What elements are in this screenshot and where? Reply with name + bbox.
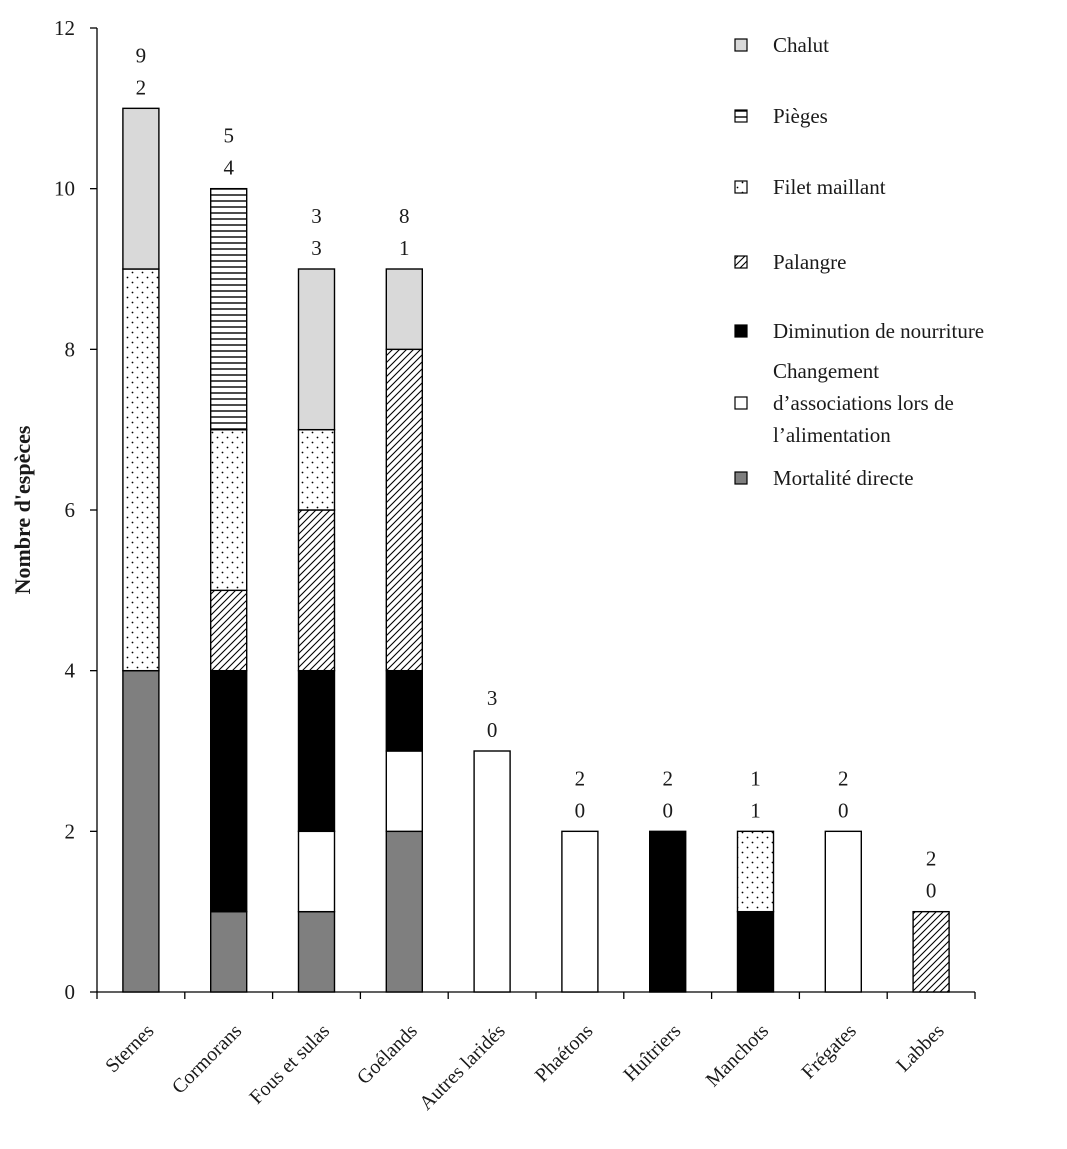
bar-segment-cormorans-diminution-de-nourriture	[209, 669, 248, 913]
annotation-top-autres-larides: 3	[487, 686, 498, 710]
bar-segment-goelands-palangre	[385, 348, 423, 672]
category-label-sternes: Sternes	[101, 1020, 158, 1077]
annotation-bottom-fous-et-sulas: 3	[311, 236, 322, 260]
category-label-autres-larides: Autres laridés	[415, 1020, 510, 1115]
bar-segment-fregates-changement-d-associations-lors-de-l-alimentation	[824, 830, 862, 993]
legend-swatch-pieges	[734, 109, 748, 123]
category-label-huitriers: Huîtriers	[619, 1020, 685, 1086]
legend-label-chalut: Chalut	[773, 33, 829, 57]
annotation-bottom-huitriers: 0	[662, 798, 673, 822]
y-tick-label: 8	[65, 337, 76, 361]
annotation-bottom-goelands: 1	[399, 236, 410, 260]
bar-segment-manchots-diminution-de-nourriture	[736, 910, 775, 993]
annotation-bottom-fregates: 0	[838, 798, 849, 822]
annotation-top-goelands: 8	[399, 204, 410, 228]
category-label-fous-et-sulas: Fous et sulas	[245, 1020, 334, 1109]
bar-segment-manchots-filet-maillant	[736, 830, 775, 913]
category-label-goelands: Goélands	[353, 1020, 422, 1089]
bar-segment-fous-et-sulas-chalut	[297, 268, 336, 431]
legend-swatch-filet-maillant	[734, 180, 748, 194]
bar-segment-cormorans-pieges	[209, 187, 248, 431]
bar-segment-sternes-filet-maillant	[122, 268, 160, 672]
bar-segment-goelands-changement-d-associations-lors-de-l-alimentation	[385, 750, 423, 833]
annotation-top-cormorans: 5	[223, 124, 234, 148]
annotation-bottom-phaetons: 0	[575, 798, 586, 822]
annotation-bottom-manchots: 1	[750, 798, 761, 822]
bar-segment-fous-et-sulas-diminution-de-nourriture	[297, 669, 336, 833]
annotation-bottom-autres-larides: 0	[487, 718, 498, 742]
annotation-top-manchots: 1	[750, 766, 761, 790]
legend-label-changement-d-associations-lors-de-l-alimentation: d’associations lors de	[773, 391, 954, 415]
legend-swatch-mortalite-directe	[734, 471, 748, 485]
legend-label-filet-maillant: Filet maillant	[773, 175, 886, 199]
bar-segment-cormorans-palangre	[209, 589, 248, 672]
category-label-manchots: Manchots	[702, 1020, 773, 1091]
legend-label-pieges: Pièges	[773, 104, 828, 128]
category-label-phaetons: Phaétons	[531, 1020, 598, 1087]
bar-segment-sternes-mortalite-directe	[122, 669, 160, 993]
bar-segment-cormorans-filet-maillant	[209, 428, 248, 592]
y-axis-label: Nombre d'espèces	[10, 425, 35, 594]
annotation-top-labbes: 2	[926, 847, 937, 871]
legend-swatch-diminution-de-nourriture	[734, 324, 748, 338]
bar-segment-cormorans-mortalite-directe	[209, 910, 248, 993]
legend: Chalut Pièges Filet maillant Palangre Diminu…	[734, 33, 984, 490]
bar-segment-autres-larides-changement-d-associations-lors-de-l-alimentation	[473, 750, 511, 993]
annotation-bottom-labbes: 0	[926, 879, 937, 903]
annotation-top-phaetons: 2	[575, 766, 586, 790]
y-tick-label: 12	[54, 16, 75, 40]
y-tick-label: 6	[65, 498, 76, 522]
annotation-bottom-sternes: 2	[136, 75, 147, 99]
category-label-fregates: Frégates	[797, 1020, 861, 1084]
bar-segment-fous-et-sulas-changement-d-associations-lors-de-l-alimentation	[297, 830, 336, 913]
bar-segment-goelands-chalut	[385, 268, 423, 351]
legend-label-mortalite-directe: Mortalité directe	[773, 466, 914, 490]
bar-annotations: 2 9 4 5 3 3 1 8 0 3 0 2 0 2 1 1 0 2 0 2	[136, 43, 937, 902]
y-tick-label: 10	[54, 177, 75, 201]
legend-label-diminution-de-nourriture: Diminution de nourriture	[773, 319, 984, 343]
annotation-bottom-cormorans: 4	[223, 156, 234, 180]
category-label-labbes: Labbes	[892, 1020, 949, 1077]
bar-segment-goelands-diminution-de-nourriture	[385, 669, 423, 752]
annotation-top-fregates: 2	[838, 766, 849, 790]
annotation-top-sternes: 9	[136, 43, 147, 67]
legend-label-changement-d-associations-lors-de-l-alimentation: Changement	[773, 359, 879, 383]
bar-segment-labbes-palangre	[912, 910, 950, 993]
legend-swatch-changement-d-associations-lors-de-l-alimentation	[734, 396, 748, 410]
annotation-top-fous-et-sulas: 3	[311, 204, 322, 228]
category-label-cormorans: Cormorans	[168, 1020, 247, 1099]
bar-segment-phaetons-changement-d-associations-lors-de-l-alimentation	[561, 830, 599, 993]
annotation-top-huitriers: 2	[662, 766, 673, 790]
bar-segment-fous-et-sulas-filet-maillant	[297, 428, 336, 511]
bars-layer	[122, 107, 950, 993]
y-tick-label: 0	[65, 980, 76, 1004]
bar-segment-fous-et-sulas-mortalite-directe	[297, 910, 336, 993]
legend-swatch-chalut	[734, 38, 748, 52]
legend-label-changement-d-associations-lors-de-l-alimentation: l’alimentation	[773, 423, 891, 447]
legend-swatch-palangre	[734, 255, 748, 269]
bar-segment-goelands-mortalite-directe	[385, 830, 423, 993]
category-labels: Sternes Cormorans Fous et sulas GoélandsAut…	[101, 1020, 949, 1115]
bar-segment-huitriers-diminution-de-nourriture	[649, 830, 687, 993]
legend-label-palangre: Palangre	[773, 250, 846, 274]
y-tick-label: 4	[65, 659, 76, 683]
y-tick-label: 2	[65, 819, 76, 843]
bar-segment-fous-et-sulas-palangre	[297, 509, 336, 672]
bar-segment-sternes-chalut	[122, 107, 160, 270]
